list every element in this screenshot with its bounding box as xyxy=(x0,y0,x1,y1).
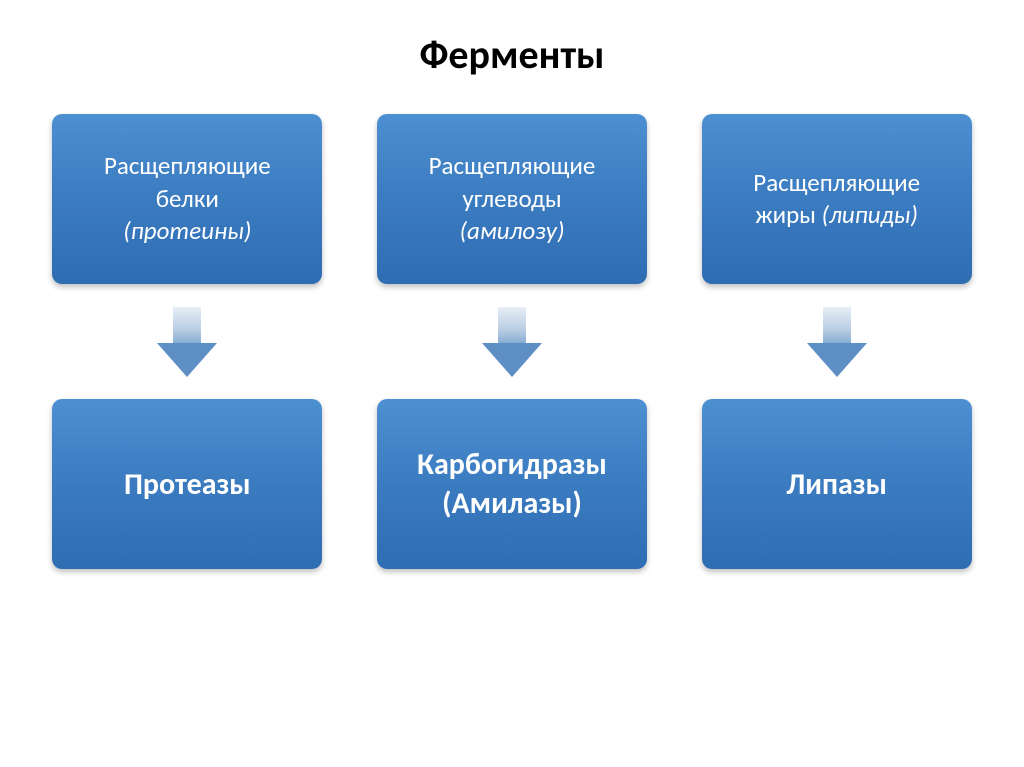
diagram-title: Ферменты xyxy=(0,0,1024,114)
bottom-box-sub: (Амилазы) xyxy=(442,484,582,523)
bottom-box-bold: Протеазы xyxy=(124,465,251,504)
top-box-text: белки xyxy=(156,183,219,216)
top-box-text: углеводы xyxy=(462,183,561,216)
diagram-container: Расщепляющие белки (протеины) Протеазы Р… xyxy=(0,114,1024,569)
top-box-text: Расщепляющие xyxy=(429,150,596,183)
bottom-box-bold: Липазы xyxy=(786,465,887,504)
top-box-text2: жиры (липиды) xyxy=(755,199,918,232)
top-box-text: Расщепляющие xyxy=(753,167,920,200)
arrow xyxy=(482,294,542,389)
column-proteins: Расщепляющие белки (протеины) Протеазы xyxy=(40,114,335,569)
bottom-box-proteases: Протеазы xyxy=(52,399,322,569)
top-box-carbs: Расщепляющие углеводы (амилозу) xyxy=(377,114,647,284)
column-lipids: Расщепляющие жиры (липиды) Липазы xyxy=(689,114,984,569)
bottom-box-bold: Карбогидразы xyxy=(417,445,607,484)
column-carbs: Расщепляющие углеводы (амилозу) Карбогид… xyxy=(365,114,660,569)
top-box-italic: (протеины) xyxy=(123,215,251,248)
arrow xyxy=(807,294,867,389)
bottom-box-carbohydrases: Карбогидразы (Амилазы) xyxy=(377,399,647,569)
top-box-lipids: Расщепляющие жиры (липиды) xyxy=(702,114,972,284)
arrow xyxy=(157,294,217,389)
bottom-box-lipases: Липазы xyxy=(702,399,972,569)
top-box-proteins: Расщепляющие белки (протеины) xyxy=(52,114,322,284)
top-box-italic: (амилозу) xyxy=(459,215,564,248)
top-box-text: Расщепляющие xyxy=(104,150,271,183)
